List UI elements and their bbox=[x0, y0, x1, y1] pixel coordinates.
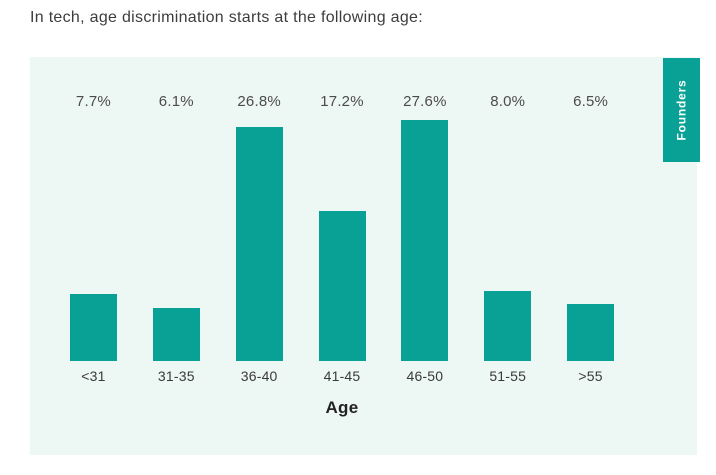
bar bbox=[484, 291, 532, 361]
bar-track bbox=[52, 116, 135, 361]
bar-value-label: 17.2% bbox=[320, 93, 364, 110]
bar-column: 27.6% 46-50 bbox=[383, 92, 466, 390]
x-tick-label: >55 bbox=[578, 368, 603, 384]
bar-value-label: 7.7% bbox=[75, 93, 111, 110]
bar-column: 6.5% >55 bbox=[549, 92, 632, 390]
bar bbox=[69, 294, 117, 361]
bar-track bbox=[218, 116, 301, 361]
bar-column: 6.1% 31-35 bbox=[135, 92, 218, 390]
bar bbox=[318, 211, 366, 361]
series-tab-label: Founders bbox=[674, 79, 689, 141]
series-tab: Founders bbox=[663, 58, 700, 162]
bar-column: 7.7% <31 bbox=[52, 92, 135, 390]
bar-track bbox=[383, 116, 466, 361]
x-tick-label: 46-50 bbox=[406, 368, 444, 384]
bar bbox=[401, 120, 449, 361]
bar-track bbox=[301, 116, 384, 361]
x-tick-label: <31 bbox=[81, 368, 106, 384]
bar-value-label: 6.1% bbox=[158, 93, 194, 110]
bar bbox=[235, 127, 283, 361]
bar bbox=[152, 308, 200, 361]
x-tick-label: 41-45 bbox=[323, 368, 361, 384]
bar-value-label: 8.0% bbox=[490, 93, 526, 110]
bar-track bbox=[466, 116, 549, 361]
x-tick-label: 36-40 bbox=[240, 368, 278, 384]
bar bbox=[567, 304, 615, 361]
x-tick-label: 51-55 bbox=[489, 368, 527, 384]
x-axis-label: Age bbox=[325, 398, 359, 417]
bar-track bbox=[135, 116, 218, 361]
bar-column: 17.2% 41-45 bbox=[301, 92, 384, 390]
bar-value-label: 6.5% bbox=[573, 93, 609, 110]
chart-title: In tech, age discrimination starts at th… bbox=[30, 9, 424, 26]
bar-value-label: 26.8% bbox=[237, 93, 281, 110]
bar-chart: 7.7% <31 6.1% 31-35 26.8% 36-40 17.2% 41-45 27.6… bbox=[52, 92, 632, 390]
bar-track bbox=[549, 116, 632, 361]
bar-column: 26.8% 36-40 bbox=[218, 92, 301, 390]
bar-value-label: 27.6% bbox=[403, 93, 447, 110]
x-tick-label: 31-35 bbox=[157, 368, 195, 384]
chart-panel: Founders 7.7% <31 6.1% 31-35 26.8% 36-40 17.2%… bbox=[30, 57, 700, 455]
bar-column: 8.0% 51-55 bbox=[466, 92, 549, 390]
